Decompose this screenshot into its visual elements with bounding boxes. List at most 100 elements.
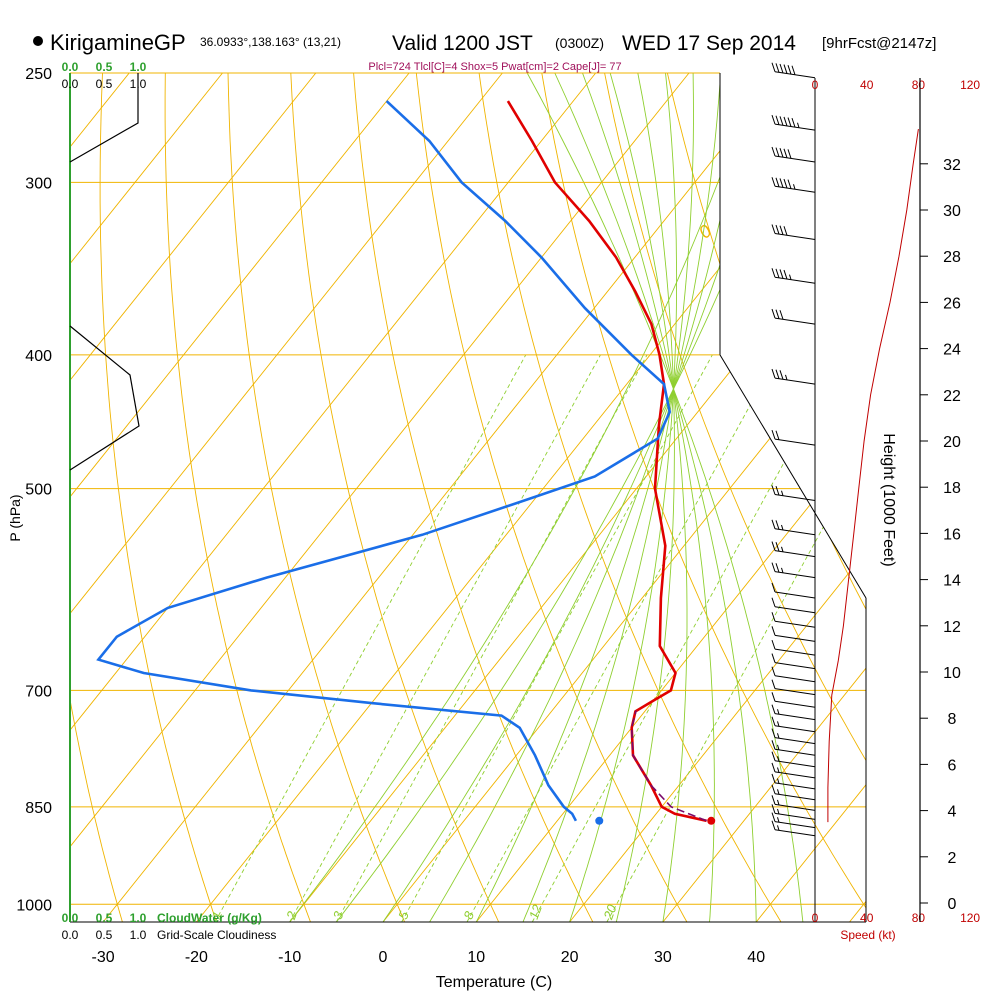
- mixing-ratio-line: [289, 354, 601, 922]
- speed-tick-bottom: 0: [812, 911, 819, 925]
- height-tick-label: 12: [943, 619, 961, 636]
- wind-barb: [771, 653, 816, 670]
- moist-adiabat-line: [382, 73, 777, 922]
- mixing-ratio-label: 8: [461, 909, 478, 922]
- dry-adiabat-line: [981, 73, 1000, 922]
- wind-barb: [771, 666, 816, 683]
- pressure-tick-label: 300: [25, 175, 52, 192]
- moist-adiabat-line: [336, 73, 805, 922]
- dewpoint-line: [96, 100, 672, 822]
- dry-adiabat-line: [541, 73, 866, 922]
- speed-tick-bottom: 40: [860, 911, 874, 925]
- dry-adiabat-line: [99, 73, 217, 922]
- mixing-ratio-line: [401, 354, 713, 922]
- frame-diagonal: [719, 354, 867, 599]
- temperature-tick-label: -20: [185, 949, 208, 966]
- height-tick-label: 28: [943, 249, 961, 266]
- wind-barb: [771, 728, 816, 745]
- temperature-tick-label: -30: [92, 949, 115, 966]
- wind-barb: [771, 62, 816, 79]
- isobar-lines: [70, 72, 866, 905]
- wind-barb: [771, 308, 816, 325]
- moist-adiabat-line: [526, 73, 804, 922]
- cloudiness-tick-top: 0.0: [62, 77, 79, 91]
- isotherm-line: [102, 73, 783, 922]
- isotherm-line: [569, 73, 866, 922]
- wind-barb: [771, 114, 816, 131]
- cloudwater-tick-top: 1.0: [130, 60, 147, 74]
- isotherm-line: [70, 73, 223, 922]
- cloudiness-tick-bottom: 0.0: [62, 928, 79, 942]
- mixing-ratio-label: 5: [395, 909, 412, 922]
- height-tick-label: 2: [948, 850, 957, 867]
- speed-tick-bottom: 120: [960, 911, 980, 925]
- height-axis-label: Height (1000 Feet): [880, 433, 897, 566]
- moist-adiabat-line: [582, 73, 715, 922]
- pressure-tick-label: 700: [25, 683, 52, 700]
- mixing-ratio-line: [606, 354, 866, 922]
- isotherm-line: [70, 73, 410, 922]
- wind-barb: [771, 519, 816, 536]
- cloudiness-tick-top: 0.5: [96, 77, 113, 91]
- wind-barb: [771, 751, 816, 768]
- height-tick-label: 18: [943, 480, 961, 497]
- dry-adiabat-line: [290, 73, 500, 922]
- dry-adiabat-line: [855, 73, 866, 922]
- cloudwater-tick-top: 0.5: [96, 60, 113, 74]
- cloudiness-tick-bottom: 1.0: [130, 928, 147, 942]
- mixing-ratio-label: 1: [209, 909, 226, 921]
- wind-barb: [771, 795, 816, 811]
- dry-adiabat-line: [164, 73, 311, 922]
- height-tick-label: 10: [943, 665, 961, 682]
- cloudwater-tick-bottom: 0.0: [62, 911, 79, 925]
- height-tick-label: 22: [943, 388, 961, 405]
- pressure-tick-label: 1000: [16, 897, 52, 914]
- pressure-axis-label: P (hPa): [7, 494, 23, 541]
- isotherm-line: [662, 73, 866, 922]
- moist-adiabat-lines: [289, 73, 805, 922]
- wind-barb: [771, 268, 816, 284]
- moist-adiabat-line: [429, 73, 749, 922]
- moist-adiabat-line: [609, 73, 688, 922]
- plot-frame: [69, 73, 867, 923]
- dry-adiabat-line: [666, 73, 866, 922]
- wind-barb: [771, 562, 816, 579]
- wind-barb: [771, 716, 816, 733]
- wind-barb: [771, 177, 816, 193]
- dry-adiabat-line: [729, 73, 866, 922]
- wind-barbs: [771, 62, 816, 837]
- profile-series: [96, 100, 707, 823]
- height-tick-label: 16: [943, 526, 961, 543]
- moist-adiabat-line: [554, 73, 757, 922]
- mixing-ratio-line: [531, 354, 844, 922]
- temperature-tick-label: 30: [654, 949, 672, 966]
- surface-markers: [595, 816, 716, 825]
- speed-label: Speed (kt): [840, 928, 895, 942]
- wind-barb: [771, 784, 816, 801]
- cloudwater-tick-bottom: 1.0: [130, 911, 147, 925]
- mixing-ratio-lines: 1 2 3 5 8 12 20: [209, 354, 866, 922]
- temperature-tick-label: 0: [379, 949, 388, 966]
- pressure-tick-label: 500: [25, 482, 52, 499]
- parcel-line: [630, 710, 707, 822]
- cloudiness-tick-bottom: 0.5: [96, 928, 113, 942]
- mixing-ratio-label: 3: [330, 909, 347, 922]
- mixing-ratio-line: [336, 354, 648, 922]
- isotherm-line: [70, 73, 597, 922]
- isotherm-line: [70, 73, 503, 922]
- dry-adiabat-line: [353, 73, 594, 922]
- mixing-ratio-line: [466, 354, 779, 922]
- isotherm-line: [382, 73, 866, 922]
- moist-adiabat-line: [475, 73, 722, 922]
- wind-barb: [771, 704, 816, 721]
- valid-date: WED 17 Sep 2014: [622, 32, 796, 55]
- height-tick-label: 14: [943, 573, 961, 590]
- wind-barb: [771, 612, 816, 628]
- wind-speed-line: [827, 129, 919, 823]
- height-tick-label: 6: [948, 757, 957, 774]
- station-dot-icon: [33, 36, 43, 46]
- pressure-tick-label: 400: [25, 348, 52, 365]
- wind-barb: [771, 679, 816, 696]
